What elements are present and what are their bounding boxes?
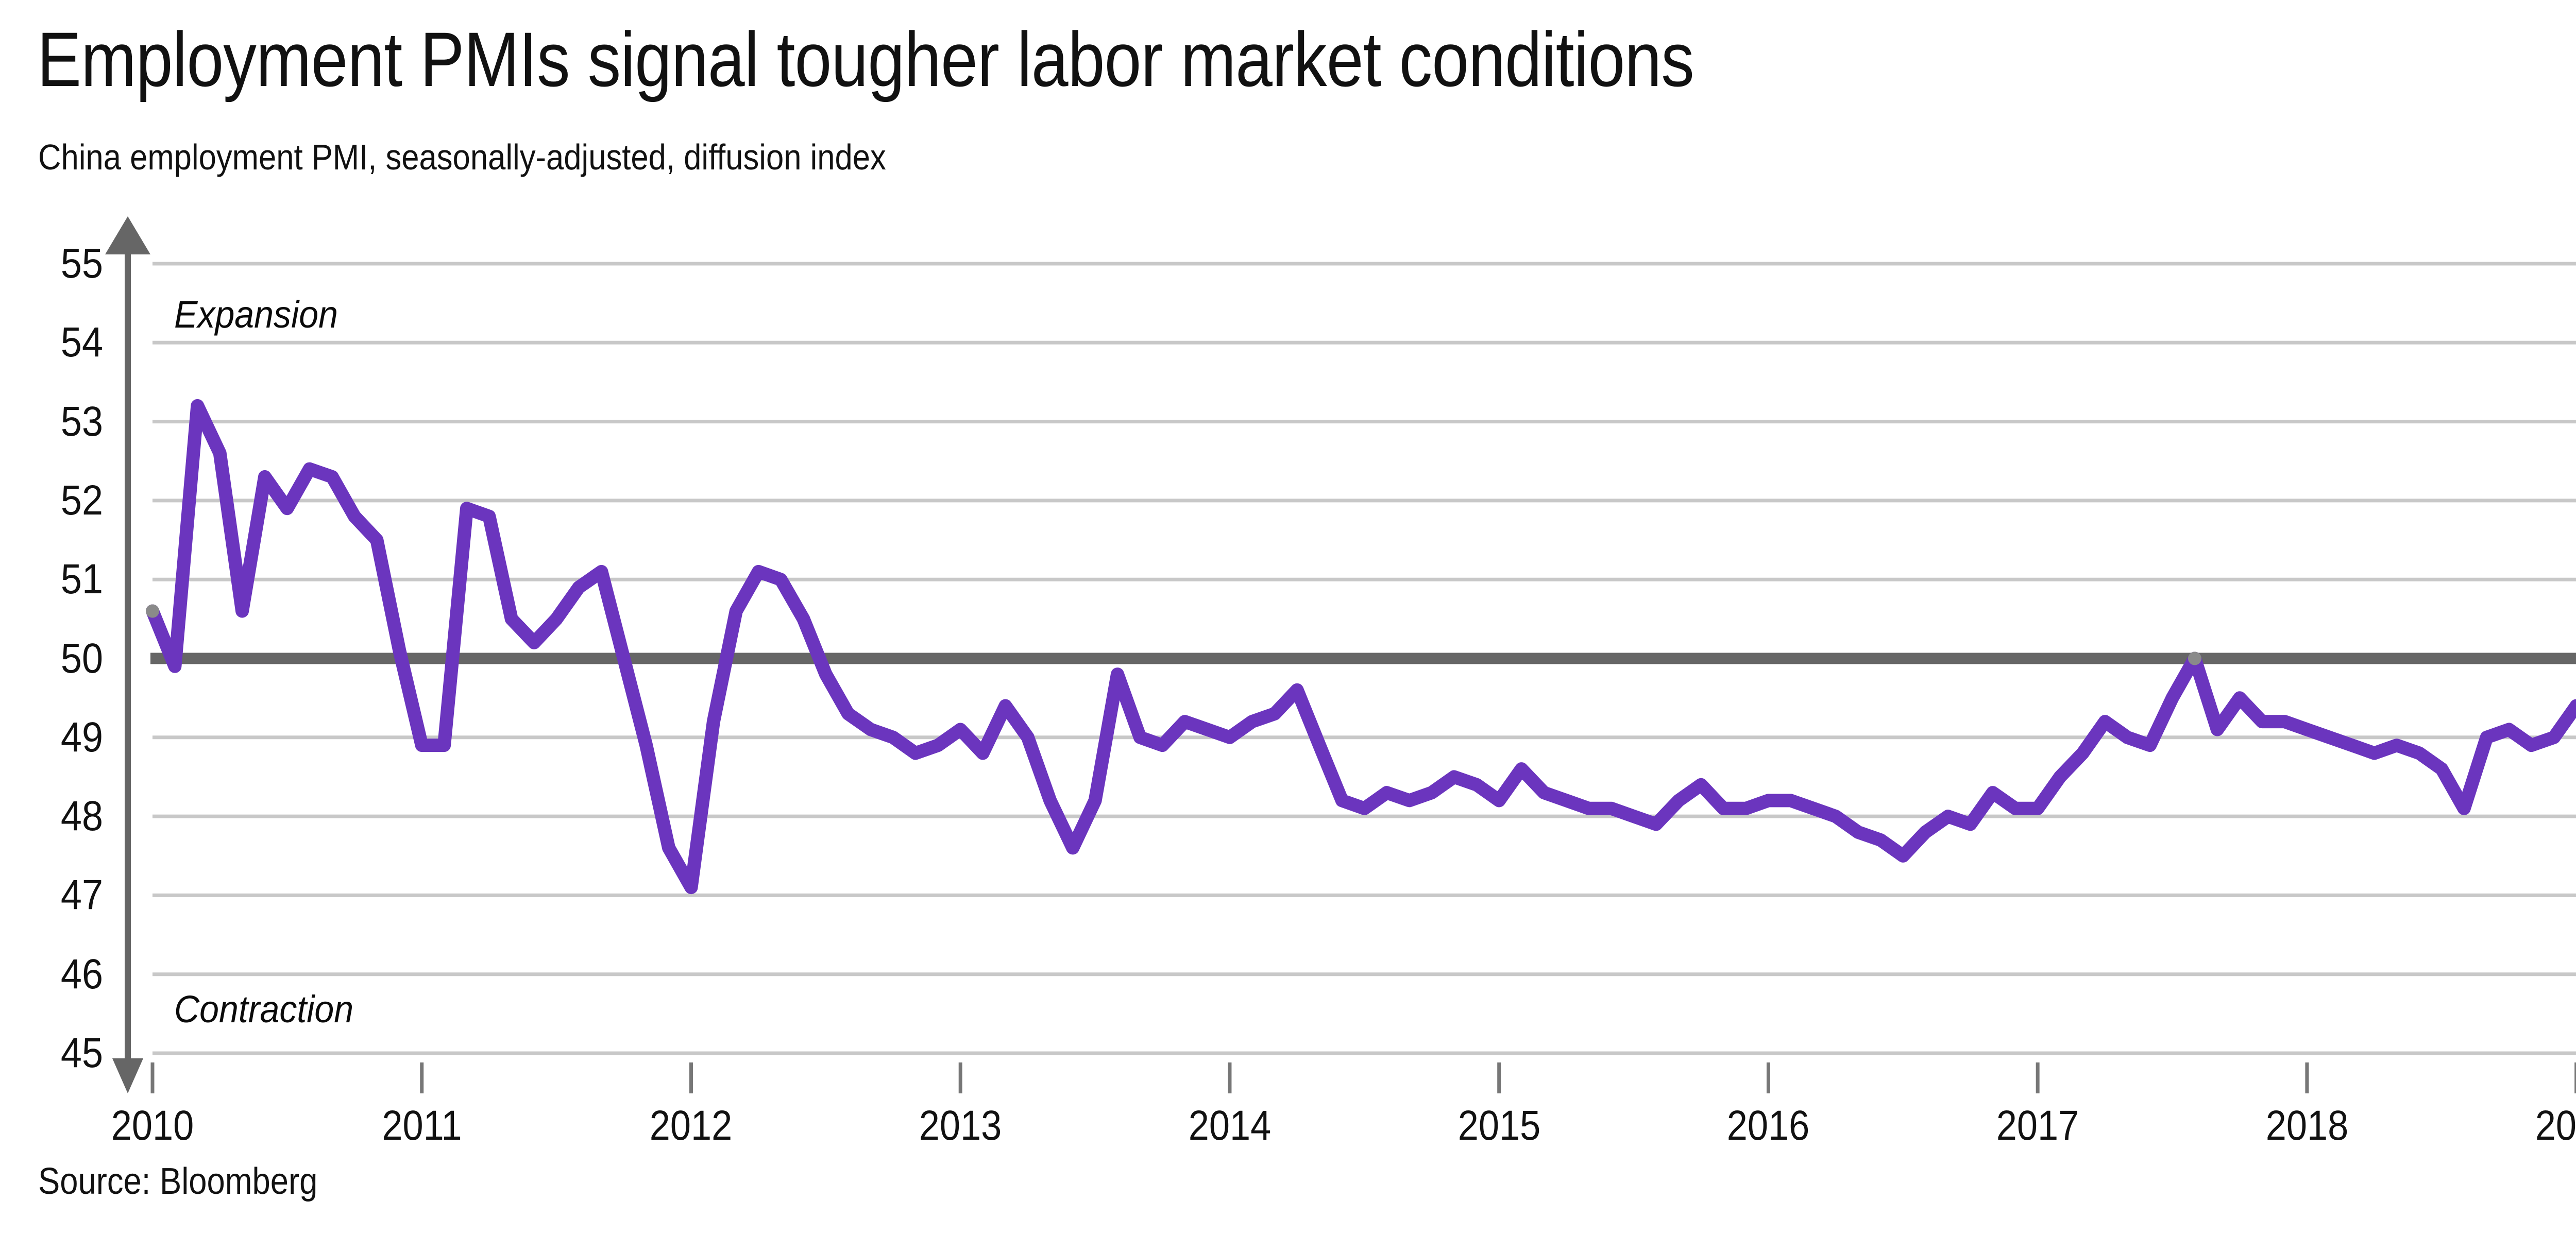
y-axis-arrow-up-icon — [105, 216, 150, 254]
y-axis-tick-label: 50 — [60, 634, 103, 682]
y-axis-tick-label: 48 — [60, 793, 103, 840]
y-axis-tick-label: 46 — [60, 950, 103, 998]
y-axis-tick-label: 45 — [60, 1030, 103, 1076]
y-axis-line — [105, 216, 150, 1093]
y-axis-tick-label: 53 — [60, 398, 103, 445]
x-axis-tick-label: 2018 — [2265, 1102, 2349, 1149]
data-point-marker — [146, 604, 159, 618]
data-series — [146, 399, 2576, 895]
data-point-marker — [2188, 651, 2201, 665]
x-axis-tick-label: 2015 — [1458, 1102, 1540, 1149]
data-point-markers — [146, 604, 2201, 665]
y-axis-tick-label: 55 — [60, 240, 103, 287]
x-axis-tick-label: 2019 — [2535, 1102, 2576, 1149]
series-line — [146, 399, 2576, 895]
source-note: Source: Bloomberg — [38, 1161, 318, 1202]
y-axis-tick-label: 51 — [60, 556, 103, 603]
x-axis-tick-label: 2014 — [1188, 1102, 1272, 1149]
contraction-annotation: Contraction — [174, 987, 353, 1031]
expansion-annotation: Expansion — [174, 293, 338, 336]
x-axis-tick-label: 2017 — [1996, 1102, 2079, 1149]
x-axis-tick-label: 2013 — [919, 1102, 1002, 1149]
x-axis-ticks — [150, 1062, 2576, 1093]
page-title: Employment PMIs signal tougher labor mar… — [37, 16, 1694, 102]
y-axis-tick-label: 47 — [60, 871, 103, 919]
y-axis-tick-label: 52 — [60, 476, 103, 524]
x-axis-tick-label: 2016 — [1727, 1102, 1810, 1149]
y-axis-tick-label: 54 — [60, 319, 103, 366]
x-axis-tick-label: 2010 — [111, 1102, 194, 1149]
y-axis-tick-label: 49 — [60, 713, 103, 761]
x-axis-tick-label: 2011 — [382, 1102, 462, 1149]
page-subtitle: China employment PMI, seasonally-adjuste… — [38, 137, 886, 177]
x-axis-tick-label: 2012 — [650, 1102, 733, 1149]
y-axis-arrow-down-icon — [112, 1058, 143, 1093]
